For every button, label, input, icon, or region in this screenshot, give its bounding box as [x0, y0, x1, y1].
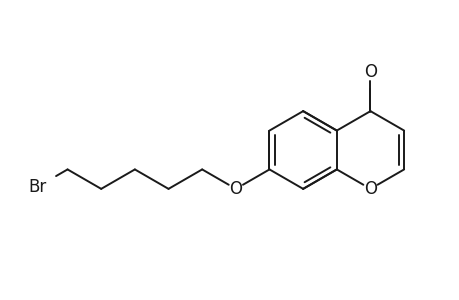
Text: O: O	[363, 180, 376, 198]
Text: O: O	[229, 180, 242, 198]
Text: O: O	[363, 63, 376, 81]
Text: Br: Br	[28, 178, 46, 196]
